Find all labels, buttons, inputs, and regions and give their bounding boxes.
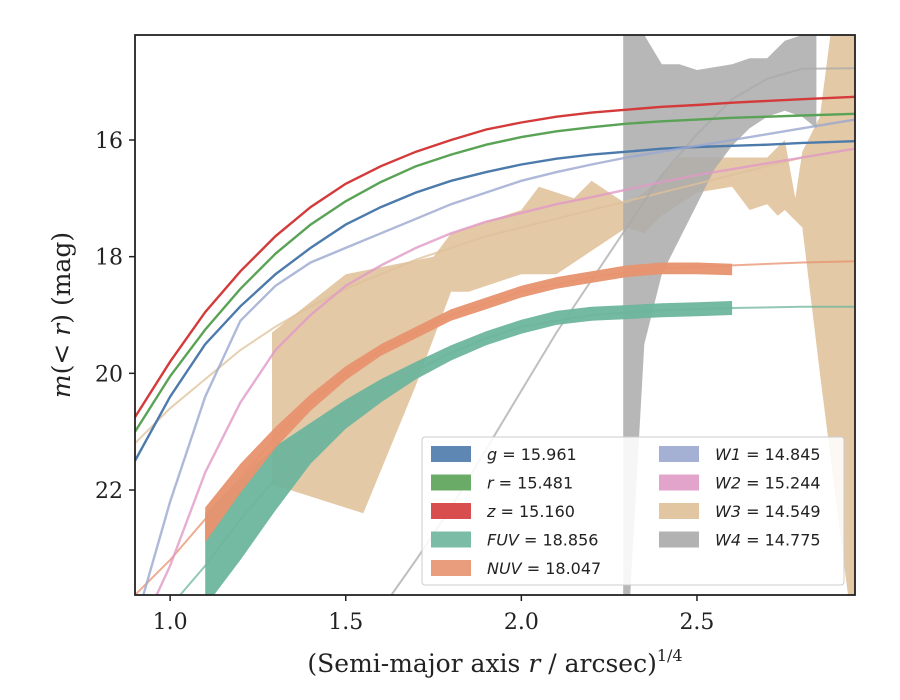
legend-swatch xyxy=(659,446,699,462)
y-tick-label: 22 xyxy=(95,479,123,504)
legend-swatch xyxy=(659,531,699,548)
plot-frame xyxy=(134,34,856,596)
legend-label: z = 15.160 xyxy=(486,502,575,521)
legend-swatch xyxy=(659,474,699,491)
legend-label: g = 15.961 xyxy=(487,445,577,464)
legend-item-nuv: NUV = 18.047 xyxy=(431,559,601,578)
legend-label: FUV = 18.856 xyxy=(487,531,598,550)
x-tick-label: 2.5 xyxy=(679,610,714,635)
legend-swatch xyxy=(431,446,471,462)
y-tick-label: 20 xyxy=(95,362,123,387)
legend-label: W4 = 14.775 xyxy=(715,531,821,550)
band-nuv xyxy=(205,262,733,543)
legend-swatch xyxy=(431,474,471,491)
model-curve-w3 xyxy=(135,147,855,445)
legend-label: r = 15.481 xyxy=(487,474,573,493)
legend-label: NUV = 18.047 xyxy=(487,559,601,578)
legend-swatch xyxy=(431,531,471,548)
legend-item-w1: W1 = 14.845 xyxy=(659,445,821,464)
legend-swatch xyxy=(431,560,471,576)
legend-item-fuv: FUV = 18.856 xyxy=(431,531,598,550)
legend-item-w4: W4 = 14.775 xyxy=(659,531,821,550)
y-tick-label: 18 xyxy=(95,246,123,271)
x-tick-label: 1.0 xyxy=(153,610,188,635)
curve-w1 xyxy=(142,118,855,595)
legend-label: W1 = 14.845 xyxy=(715,445,821,464)
legend-swatch xyxy=(431,503,471,519)
band-w4 xyxy=(623,35,817,595)
curve-g xyxy=(135,140,855,462)
legend-label: W2 = 15.244 xyxy=(715,474,821,493)
x-tick-label: 2.0 xyxy=(504,610,539,635)
legend-item-w2: W2 = 15.244 xyxy=(659,474,821,493)
legend-item-g: g = 15.961 xyxy=(431,445,577,464)
curve-w2 xyxy=(155,147,855,595)
legend-box xyxy=(421,436,845,586)
x-tick-label: 1.5 xyxy=(328,610,363,635)
curve-r xyxy=(135,112,855,433)
legend-item-w3: W3 = 14.549 xyxy=(659,502,821,521)
curve-z xyxy=(135,95,855,418)
legend-item-z: z = 15.160 xyxy=(431,502,575,521)
legend-item-r: r = 15.481 xyxy=(431,474,573,493)
legend-swatch xyxy=(659,503,699,519)
legend-label: W3 = 14.549 xyxy=(715,502,821,521)
x-axis-label: (Semi-major axis r / arcsec)1/4 xyxy=(307,646,682,678)
y-tick-label: 16 xyxy=(95,129,123,154)
y-axis-label: m(< r) (mag) xyxy=(47,232,76,398)
band-fuv xyxy=(205,301,733,595)
